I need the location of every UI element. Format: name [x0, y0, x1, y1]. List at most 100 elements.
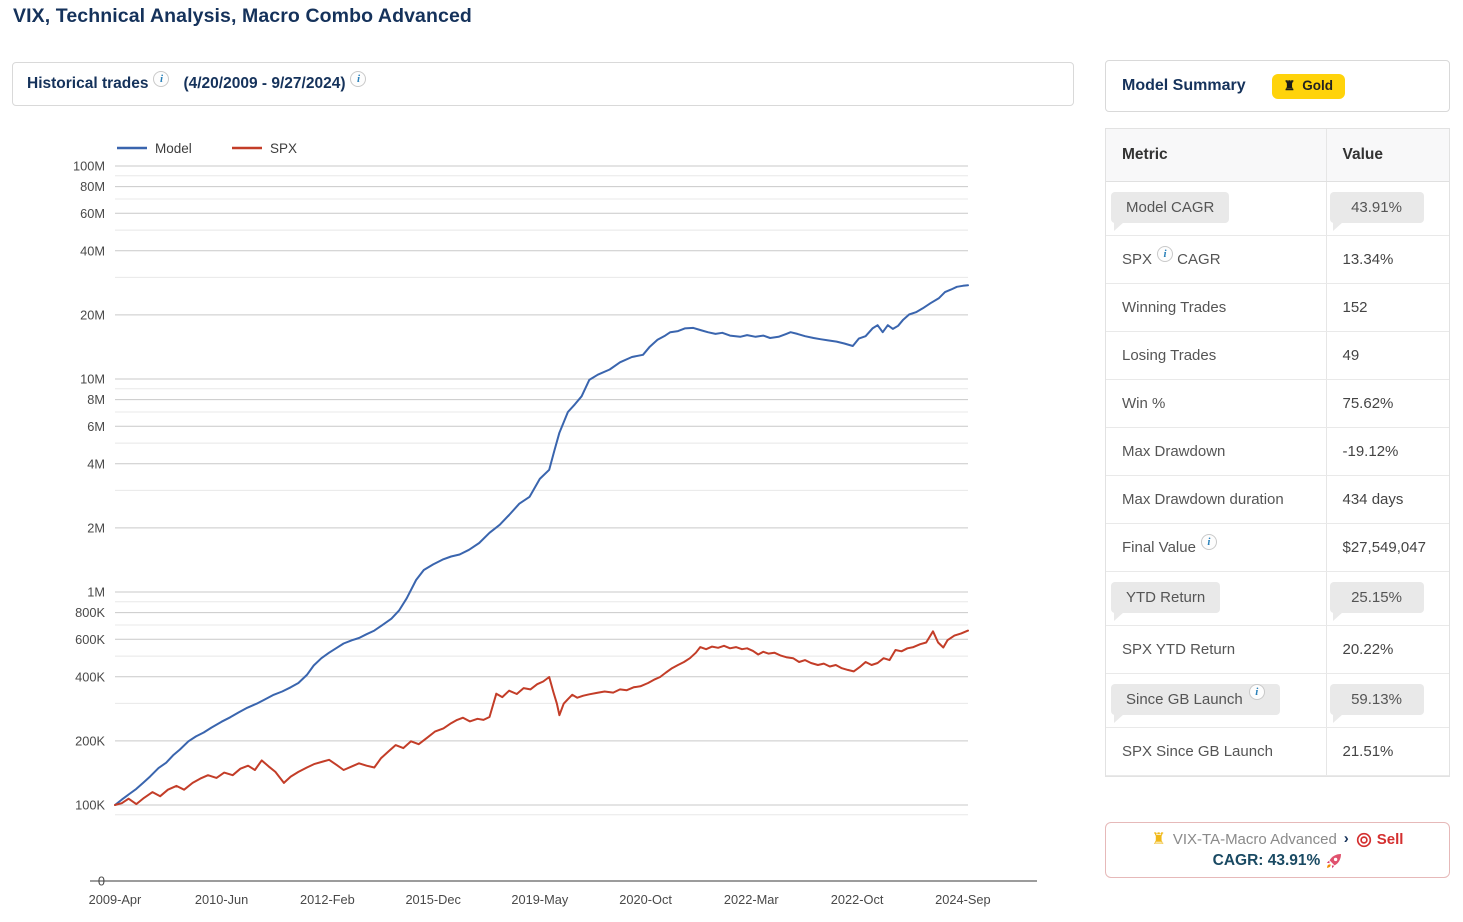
metric-value: 21.51%: [1342, 743, 1394, 760]
rook-icon: ♜: [1283, 77, 1296, 93]
metric-value: 13.34%: [1342, 251, 1394, 268]
info-icon[interactable]: i: [1157, 246, 1174, 262]
metric-label: Max Drawdown: [1122, 443, 1226, 460]
value-cell: 75.62%: [1326, 379, 1449, 428]
table-row: SPX Since GB Launch 21.51%: [1106, 727, 1449, 776]
model-summary-title: Model Summary: [1122, 77, 1246, 94]
value-cell: 43.91%: [1326, 181, 1449, 236]
y-tick-label: 20M: [80, 307, 105, 322]
value-cell: 152: [1326, 283, 1449, 332]
x-tick-label: 2020-Oct: [619, 892, 672, 907]
model-name-label: VIX-TA-Macro Advanced: [1172, 831, 1337, 848]
table-row: Losing Trades 49: [1106, 331, 1449, 380]
legend-label-model: Model: [155, 141, 192, 156]
info-icon[interactable]: i: [1248, 684, 1265, 700]
table-row: SPX i CAGR 13.34%: [1106, 235, 1449, 284]
model-action-card[interactable]: ♜ VIX-TA-Macro Advanced › Sell CAGR: 43.…: [1105, 822, 1450, 878]
value-cell: $27,549,047: [1326, 523, 1449, 572]
info-icon[interactable]: i: [350, 71, 367, 87]
highlight-bubble: 25.15%: [1329, 582, 1424, 621]
metrics-table-body: Model CAGR 43.91% SPX i CAGR 13.34% Winning T…: [1106, 181, 1449, 776]
x-tick-label: 2009-Apr: [89, 892, 142, 907]
metric-label: SPX YTD Return: [1122, 641, 1236, 658]
info-icon[interactable]: i: [153, 71, 170, 87]
y-tick-label: 1M: [87, 585, 105, 600]
value-cell: 59.13%: [1326, 673, 1449, 728]
metric-label: Losing Trades: [1122, 347, 1217, 364]
historical-trades-label: Historical trades: [27, 75, 149, 92]
rocket-icon: [1327, 853, 1342, 868]
metric-cell: Final Value i: [1106, 523, 1327, 572]
info-icon[interactable]: i: [1200, 534, 1217, 550]
metric-cell: Losing Trades: [1106, 331, 1327, 380]
table-row: Max Drawdown -19.12%: [1106, 427, 1449, 476]
sell-label: Sell: [1376, 831, 1404, 848]
value-cell: -19.12%: [1326, 427, 1449, 476]
x-tick-label: 2024-Sep: [935, 892, 991, 907]
x-tick-label: 2022-Mar: [724, 892, 780, 907]
table-row: Model CAGR 43.91%: [1106, 181, 1449, 236]
chevron-right-icon: ›: [1343, 830, 1349, 847]
metric-label: SPX: [1122, 251, 1153, 268]
metric-label: SPX Since GB Launch: [1122, 743, 1273, 760]
metric-value: 20.22%: [1342, 641, 1394, 658]
metric-cell: YTD Return: [1106, 571, 1327, 626]
metric-label: YTD Return: [1126, 589, 1206, 606]
metric-cell: Max Drawdown duration: [1106, 475, 1327, 524]
metric-cell: Since GB Launch i: [1106, 673, 1327, 728]
y-tick-label: 100K: [75, 798, 105, 813]
metrics-table: Metric Value Model CAGR 43.91% SPX i CAGR 13…: [1105, 128, 1450, 777]
table-row: Since GB Launch i 59.13%: [1106, 673, 1449, 728]
gold-tier-badge[interactable]: ♜ Gold: [1271, 73, 1345, 99]
value-cell: 49: [1326, 331, 1449, 380]
metric-value: -19.12%: [1342, 443, 1399, 460]
value-cell: 434 days: [1326, 475, 1449, 524]
highlight-bubble: YTD Return: [1111, 582, 1221, 621]
highlight-bubble: 59.13%: [1329, 684, 1424, 723]
model-series-line: [114, 284, 969, 806]
metric-cell: Win %: [1106, 379, 1327, 428]
table-row: Win % 75.62%: [1106, 379, 1449, 428]
y-tick-label: 40M: [80, 243, 105, 258]
y-tick-label: 800K: [75, 605, 105, 620]
metric-label: Final Value: [1122, 539, 1196, 556]
y-tick-label: 2M: [87, 520, 105, 535]
y-axis-zero-label: 0: [98, 874, 105, 889]
date-range-label: (4/20/2009 - 9/27/2024): [183, 75, 346, 92]
metric-label: CAGR: [1173, 251, 1221, 268]
y-tick-label: 400K: [75, 669, 105, 684]
y-tick-label: 4M: [87, 456, 105, 471]
historical-trades-header: Historical trades i (4/20/2009 - 9/27/20…: [12, 62, 1074, 106]
table-row: SPX YTD Return 20.22%: [1106, 625, 1449, 674]
x-tick-label: 2019-May: [511, 892, 569, 907]
x-tick-label: 2010-Jun: [195, 892, 248, 907]
metric-value: 25.15%: [1351, 589, 1402, 606]
metric-value: 152: [1342, 299, 1368, 316]
value-column-header: Value: [1326, 129, 1449, 182]
metric-cell: Max Drawdown: [1106, 427, 1327, 476]
x-tick-label: 2012-Feb: [300, 892, 355, 907]
sell-signal[interactable]: Sell: [1356, 829, 1404, 850]
x-tick-label: 2022-Oct: [831, 892, 884, 907]
metric-cell: SPX i CAGR: [1106, 235, 1327, 284]
y-tick-label: 60M: [80, 206, 105, 221]
metric-value: 43.91%: [1351, 199, 1402, 216]
gold-badge-label: Gold: [1302, 78, 1333, 93]
table-row: Winning Trades 152: [1106, 283, 1449, 332]
equity-curve-chart: 100K 200K 400K 600K 800K 1M 2M 4M 6M 8M 10M 20M 40M 6…: [73, 141, 1037, 907]
page-title: VIX, Technical Analysis, Macro Combo Adv…: [13, 5, 472, 27]
rook-icon: ♜: [1151, 831, 1166, 848]
metric-label: Max Drawdown duration: [1122, 491, 1284, 508]
target-icon: [1356, 832, 1371, 847]
y-tick-label: 6M: [87, 419, 105, 434]
metric-label: Win %: [1122, 395, 1166, 412]
metric-cell: SPX Since GB Launch: [1106, 727, 1327, 776]
spx-series-line: [114, 629, 969, 806]
x-tick-label: 2015-Dec: [405, 892, 461, 907]
metric-label: Winning Trades: [1122, 299, 1227, 316]
metric-label: Model CAGR: [1126, 199, 1215, 216]
highlight-bubble: 43.91%: [1329, 192, 1424, 231]
highlight-bubble: Model CAGR: [1111, 192, 1230, 231]
value-cell: 21.51%: [1326, 727, 1449, 776]
